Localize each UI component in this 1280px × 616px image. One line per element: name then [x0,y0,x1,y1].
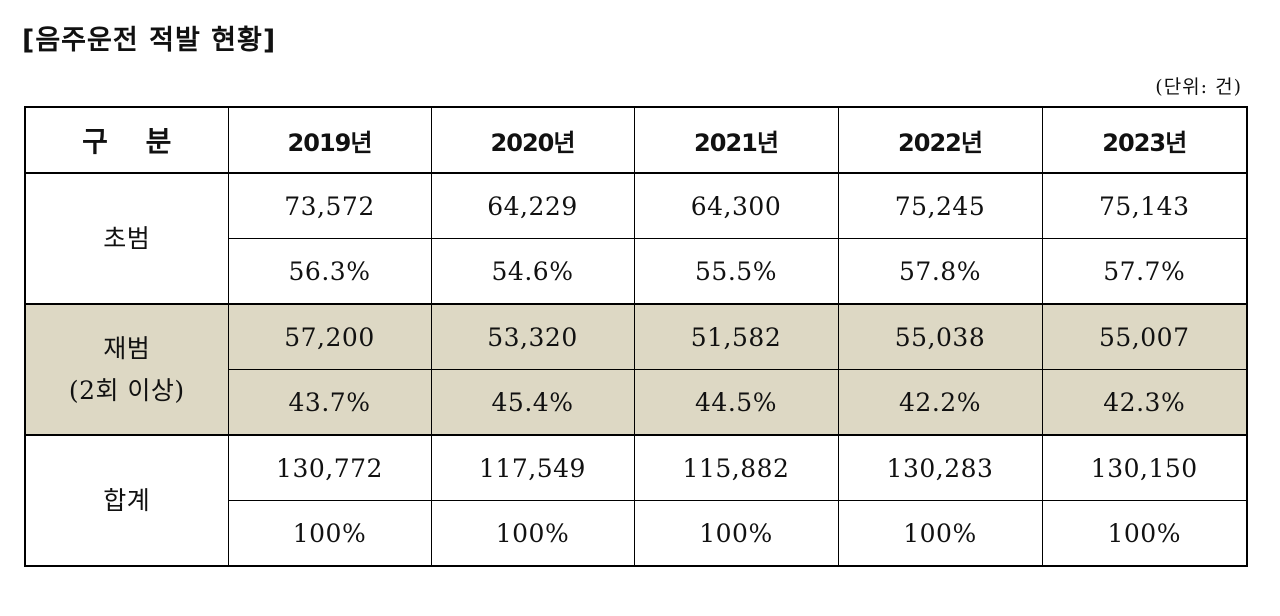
table-cell: 73,572 [227,172,432,239]
table-cell: 57.7% [1041,238,1248,305]
table-cell: 115,882 [633,434,839,501]
page-title: [음주운전 적발 현황] [22,25,277,56]
table-row-repeat-offense-share: 43.7% 45.4% 44.5% 42.2% 42.3% [25,369,1248,436]
table-cell: 55.5% [633,238,839,305]
table-cell: 64,300 [633,172,839,239]
table-cell: 55,007 [1041,303,1248,370]
table-cell: 53,320 [430,303,635,370]
unit-label: (단위: 건) [1155,76,1242,98]
table-cell: 64,229 [430,172,635,239]
table-cell: 100% [430,500,635,567]
table-cell: 51,582 [633,303,839,370]
row-label-line: 초범 [103,223,151,253]
table-row-first-offense-share: 56.3% 54.6% 55.5% 57.8% 57.7% [25,238,1248,305]
table-cell: 43.7% [227,369,432,436]
header-cell-2022: 2022년 [837,106,1043,174]
table-cell: 75,245 [837,172,1043,239]
row-label-repeat-offense: 재범 (2회 이상) [24,303,229,436]
table-row-total-count: 합계 130,772 117,549 115,882 130,283 130,1… [24,434,1248,567]
row-label-total: 합계 [24,434,229,567]
table-cell: 117,549 [430,434,635,501]
table-cell: 45.4% [430,369,635,436]
row-label-line: (2회 이상) [68,375,185,405]
table-row-first-offense-count: 초범 73,572 64,229 64,300 75,245 75,143 [24,172,1248,305]
drunk-driving-table: 구 분 2019년 2020년 2021년 2022년 2023년 초범 73,… [24,106,1248,567]
header-cell-category: 구 분 [24,106,229,174]
row-label-line: 합계 [103,485,151,515]
table-row-repeat-offense-count: 재범 (2회 이상) 57,200 53,320 51,582 55,038 5… [24,303,1248,436]
table-cell: 57,200 [227,303,432,370]
table-cell: 75,143 [1041,172,1248,239]
table-cell: 44.5% [633,369,839,436]
header-cell-2023: 2023년 [1041,106,1248,174]
row-label-line: 재범 [103,333,151,363]
header-cell-2020: 2020년 [430,106,635,174]
table-cell: 56.3% [227,238,432,305]
table-cell: 100% [227,500,432,567]
table-cell: 130,772 [227,434,432,501]
table-cell: 42.2% [837,369,1043,436]
table-cell: 100% [837,500,1043,567]
table-cell: 57.8% [837,238,1043,305]
table-cell: 42.3% [1041,369,1248,436]
table-cell: 100% [633,500,839,567]
table-cell: 100% [1041,500,1248,567]
row-label-first-offense: 초범 [24,172,229,305]
table-cell: 54.6% [430,238,635,305]
table-header-row: 구 분 2019년 2020년 2021년 2022년 2023년 [24,106,1248,174]
table-cell: 55,038 [837,303,1043,370]
table-row-total-share: 100% 100% 100% 100% 100% [25,500,1248,567]
table-cell: 130,283 [837,434,1043,501]
header-cell-2021: 2021년 [633,106,839,174]
table-cell: 130,150 [1041,434,1248,501]
header-cell-2019: 2019년 [227,106,432,174]
